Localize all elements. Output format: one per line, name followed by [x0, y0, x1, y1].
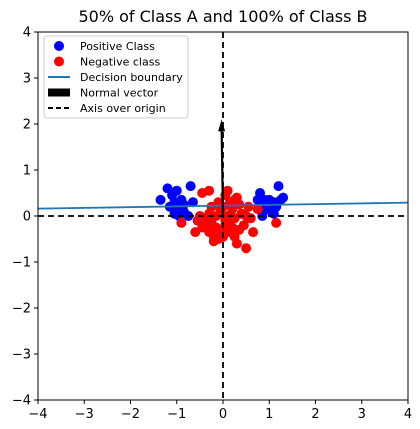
positive-point-14 — [178, 199, 189, 210]
legend-label-boundary: Decision boundary — [80, 71, 183, 84]
x-tick-label-5: 1 — [265, 407, 273, 422]
x-tick-label-1: −3 — [75, 407, 94, 422]
legend-marker-positive — [54, 41, 64, 51]
legend-marker-negative — [54, 56, 64, 67]
negative-point-39 — [208, 236, 219, 247]
negative-point-47 — [227, 222, 238, 233]
negative-point-41 — [241, 243, 252, 254]
negative-point-38 — [176, 217, 187, 228]
positive-point-10 — [187, 197, 198, 208]
negative-point-49 — [220, 215, 231, 226]
y-tick-label-4: 0 — [23, 210, 31, 225]
legend-box — [43, 35, 189, 119]
y-tick-label-8: 4 — [23, 26, 31, 41]
x-tick-label-2: −2 — [121, 407, 140, 422]
y-tick-label-0: −4 — [12, 394, 31, 409]
y-tick-label-5: 1 — [23, 164, 31, 179]
normal-vector-shaft — [220, 127, 225, 217]
negative-point-42 — [248, 227, 259, 238]
negative-point-44 — [271, 217, 282, 228]
positive-point-1 — [155, 194, 166, 205]
y-tick-label-3: −1 — [12, 256, 31, 271]
x-tick-label-4: 0 — [219, 407, 227, 422]
positive-point-3 — [171, 185, 182, 196]
negative-point-43 — [252, 204, 263, 215]
legend: Positive Class Negative class Decision bou… — [43, 35, 189, 119]
x-tick-label-3: −1 — [167, 407, 186, 422]
positive-point-27 — [278, 192, 289, 203]
legend-marker-normal — [48, 88, 70, 97]
legend-label-positive: Positive Class — [80, 40, 155, 53]
x-tick-label-6: 2 — [311, 407, 319, 422]
positive-point-19 — [273, 181, 284, 192]
negative-point-48 — [206, 201, 217, 212]
plot-area — [38, 32, 408, 400]
positive-point-9 — [185, 181, 196, 192]
negative-point-1 — [204, 185, 215, 196]
x-tick-label-7: 3 — [358, 407, 366, 422]
x-tick-label-0: −4 — [28, 407, 47, 422]
y-tick-label-1: −3 — [12, 348, 31, 363]
x-tick-label-8: 4 — [404, 407, 412, 422]
plot-inner — [38, 32, 408, 400]
y-tick-label-7: 3 — [23, 72, 31, 87]
positive-point-26 — [268, 208, 279, 219]
y-tick-label-6: 2 — [23, 118, 31, 133]
legend-label-normal: Normal vector — [80, 87, 159, 100]
legend-label-axis: Axis over origin — [80, 102, 166, 115]
negative-point-37 — [190, 227, 201, 238]
y-tick-label-2: −2 — [12, 302, 31, 317]
chart-title: 50% of Class A and 100% of Class B — [78, 7, 367, 26]
normal-vector-head — [218, 119, 226, 132]
negative-point-4 — [222, 185, 233, 196]
positive-point-25 — [252, 194, 263, 205]
negative-point-27 — [243, 201, 254, 212]
negative-point-40 — [231, 238, 242, 249]
legend-label-negative: Negative class — [80, 56, 160, 69]
axes: −4 −3 −2 −1 0 1 2 3 4 −4 −3 −2 −1 0 1 2 3 4 — [12, 26, 412, 423]
